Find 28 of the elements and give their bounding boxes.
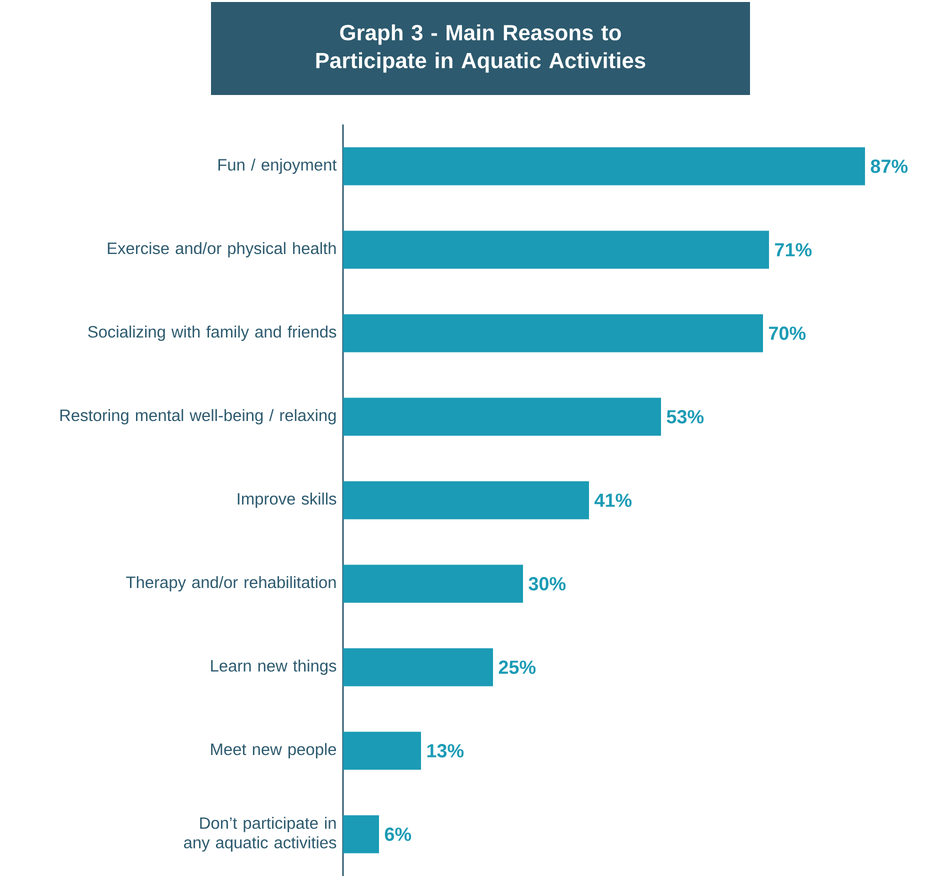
bar bbox=[343, 147, 866, 186]
y-tick-label: Restoring mental well-being / relaxing bbox=[60, 409, 336, 424]
bar bbox=[343, 732, 422, 770]
bar bbox=[343, 481, 590, 520]
y-tick-label: Meet new people bbox=[211, 743, 336, 758]
data-label: 70% bbox=[769, 326, 806, 340]
data-label: 53% bbox=[666, 410, 704, 424]
y-tick-label: Don’t participate in any aquatic activities bbox=[184, 816, 336, 852]
data-label: 30% bbox=[528, 577, 566, 590]
data-label: 71% bbox=[775, 243, 812, 256]
y-tick-label: Exercise and/or physical health bbox=[108, 242, 336, 258]
data-label: 25% bbox=[498, 660, 536, 674]
bar bbox=[343, 314, 764, 352]
data-label: 87% bbox=[870, 160, 908, 173]
y-tick-label: Learn new things bbox=[211, 660, 336, 675]
bar bbox=[343, 230, 770, 269]
bar bbox=[343, 815, 380, 854]
y-tick-label: Therapy and/or rehabilitation bbox=[126, 576, 336, 592]
bar bbox=[343, 648, 494, 686]
y-tick-label: Fun / enjoyment bbox=[218, 158, 337, 174]
bar bbox=[343, 564, 524, 603]
chart-title: Graph 3 - Main Reasons to Participate in Aquatic Activities bbox=[316, 24, 646, 73]
data-label: 41% bbox=[594, 494, 632, 507]
bar bbox=[343, 398, 662, 436]
y-tick-label: Improve skills bbox=[238, 492, 336, 508]
y-tick-label: Socializing with family and friends bbox=[88, 326, 336, 341]
data-label: 13% bbox=[427, 744, 464, 758]
data-label: 6% bbox=[384, 828, 412, 841]
